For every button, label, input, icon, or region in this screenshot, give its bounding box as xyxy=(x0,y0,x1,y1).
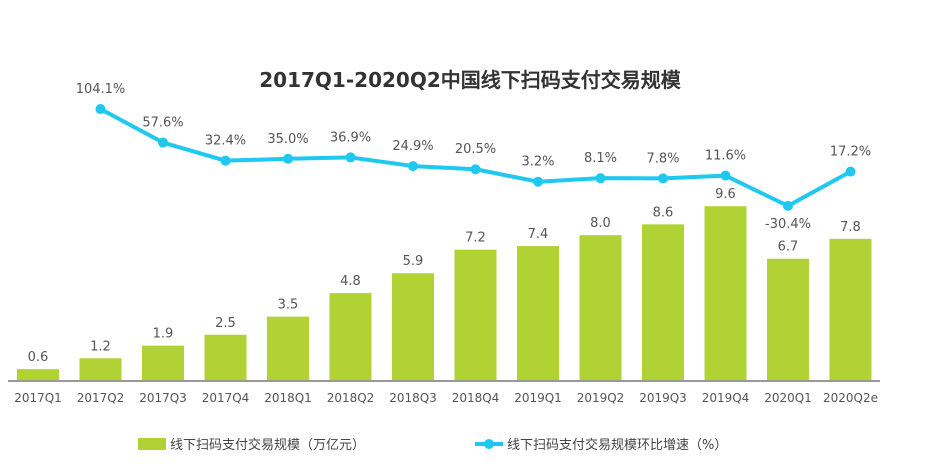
line-value-label: -30.4% xyxy=(765,217,811,232)
bar xyxy=(392,273,434,380)
line-value-label: 104.1% xyxy=(76,82,126,97)
legend-line-marker xyxy=(484,439,494,449)
bar-value-label: 0.6 xyxy=(28,350,49,365)
line-value-label: 20.5% xyxy=(455,142,496,157)
line-value-label: 11.6% xyxy=(705,149,746,164)
x-tick-label: 2019Q4 xyxy=(702,391,750,405)
line-value-label: 3.2% xyxy=(521,155,554,170)
bar-value-label: 1.9 xyxy=(153,327,174,342)
x-tick-label: 2018Q4 xyxy=(452,391,500,405)
legend-bar-label: 线下扫码支付交易规模（万亿元） xyxy=(170,437,365,453)
bar xyxy=(704,206,747,380)
line-value-label: 32.4% xyxy=(205,134,246,149)
x-tick-label: 2018Q2 xyxy=(327,391,375,405)
line-value-label: 35.0% xyxy=(267,132,308,147)
line-point xyxy=(220,155,231,166)
bar-value-label: 7.2 xyxy=(465,231,486,246)
x-tick-label: 2018Q1 xyxy=(264,391,312,405)
bar xyxy=(579,235,622,380)
line-point xyxy=(283,153,293,164)
x-tick-label: 2020Q2e xyxy=(823,391,878,405)
x-tick-label: 2018Q3 xyxy=(389,391,437,405)
bar-value-label: 1.2 xyxy=(90,339,111,354)
x-tick-label: 2019Q1 xyxy=(514,391,562,405)
bar-value-label: 3.5 xyxy=(278,298,299,313)
bar xyxy=(517,246,559,380)
line-point xyxy=(783,200,793,211)
bar-value-label: 7.4 xyxy=(528,227,549,242)
bar xyxy=(17,369,59,380)
x-tick-label: 2020Q1 xyxy=(764,391,812,405)
line-point xyxy=(720,170,731,181)
line-point xyxy=(658,173,668,184)
bar xyxy=(142,345,184,380)
bar xyxy=(454,249,497,380)
line-value-label: 17.2% xyxy=(830,145,871,160)
line-point xyxy=(533,176,543,187)
line-point xyxy=(158,137,168,148)
bar xyxy=(329,293,372,380)
line-value-label: 36.9% xyxy=(330,130,371,145)
x-tick-label: 2017Q1 xyxy=(14,391,62,405)
bar xyxy=(267,316,309,380)
bar xyxy=(829,238,872,380)
bar-value-label: 4.8 xyxy=(340,274,361,289)
bar-value-label: 6.7 xyxy=(778,240,799,255)
bar xyxy=(204,334,247,380)
bar-value-label: 2.5 xyxy=(215,316,236,331)
legend: 线下扫码支付交易规模（万亿元） 线下扫码支付交易规模环比增速（%） xyxy=(138,437,727,453)
legend-bar-swatch xyxy=(138,438,166,450)
x-tick-label: 2019Q3 xyxy=(639,391,687,405)
chart-title: 2017Q1-2020Q2中国线下扫码支付交易规模 xyxy=(259,68,681,92)
line-point xyxy=(845,166,856,177)
line-point xyxy=(470,164,481,175)
line-value-label: 8.1% xyxy=(584,151,617,166)
line-value-label: 7.8% xyxy=(646,151,679,166)
bar-value-label: 8.0 xyxy=(590,216,611,231)
bar-value-label: 7.8 xyxy=(840,220,861,235)
line-point xyxy=(408,161,418,172)
x-tick-label: 2017Q3 xyxy=(139,391,187,405)
line-point xyxy=(95,104,106,115)
line-point xyxy=(595,173,606,184)
x-tick-label: 2019Q2 xyxy=(577,391,625,405)
line-value-label: 24.9% xyxy=(392,139,433,154)
bar xyxy=(767,258,809,380)
line-value-label: 57.6% xyxy=(142,116,183,131)
legend-line-label: 线下扫码支付交易规模环比增速（%） xyxy=(507,437,727,453)
bar xyxy=(79,358,122,380)
x-tick-label: 2017Q2 xyxy=(77,391,125,405)
bar-value-label: 9.6 xyxy=(715,187,736,202)
bar-value-label: 5.9 xyxy=(403,254,424,269)
x-tick-label: 2017Q4 xyxy=(202,391,250,405)
bar xyxy=(642,224,684,380)
bar-value-label: 8.6 xyxy=(653,205,674,220)
line-point xyxy=(345,152,356,163)
